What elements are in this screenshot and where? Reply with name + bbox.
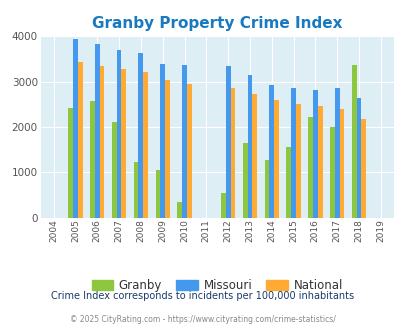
- Bar: [247, 75, 252, 218]
- Bar: [165, 80, 169, 218]
- Text: © 2025 CityRating.com - https://www.cityrating.com/crime-statistics/: © 2025 CityRating.com - https://www.city…: [70, 315, 335, 324]
- Bar: [186, 84, 191, 218]
- Bar: [133, 162, 138, 218]
- Bar: [356, 98, 360, 218]
- Bar: [351, 65, 356, 218]
- Bar: [95, 45, 100, 218]
- Bar: [78, 62, 83, 218]
- Bar: [182, 65, 186, 218]
- Bar: [90, 101, 95, 218]
- Bar: [100, 66, 104, 218]
- Bar: [269, 85, 273, 218]
- Bar: [112, 122, 116, 218]
- Title: Granby Property Crime Index: Granby Property Crime Index: [92, 16, 341, 31]
- Legend: Granby, Missouri, National: Granby, Missouri, National: [87, 275, 347, 297]
- Bar: [290, 87, 295, 218]
- Bar: [264, 160, 269, 218]
- Bar: [273, 100, 278, 218]
- Bar: [312, 90, 317, 218]
- Bar: [242, 143, 247, 218]
- Bar: [68, 108, 73, 218]
- Bar: [116, 50, 121, 218]
- Bar: [334, 88, 339, 218]
- Bar: [286, 147, 290, 218]
- Bar: [73, 39, 78, 218]
- Bar: [138, 52, 143, 218]
- Bar: [329, 127, 334, 218]
- Bar: [317, 106, 322, 218]
- Bar: [225, 66, 230, 218]
- Bar: [295, 104, 300, 218]
- Bar: [220, 193, 225, 218]
- Bar: [230, 87, 235, 218]
- Bar: [360, 119, 365, 218]
- Bar: [160, 63, 165, 218]
- Text: Crime Index corresponds to incidents per 100,000 inhabitants: Crime Index corresponds to incidents per…: [51, 291, 354, 301]
- Bar: [252, 94, 256, 218]
- Bar: [307, 117, 312, 218]
- Bar: [143, 72, 148, 218]
- Bar: [339, 109, 343, 218]
- Bar: [121, 69, 126, 218]
- Bar: [155, 170, 160, 218]
- Bar: [177, 202, 182, 218]
